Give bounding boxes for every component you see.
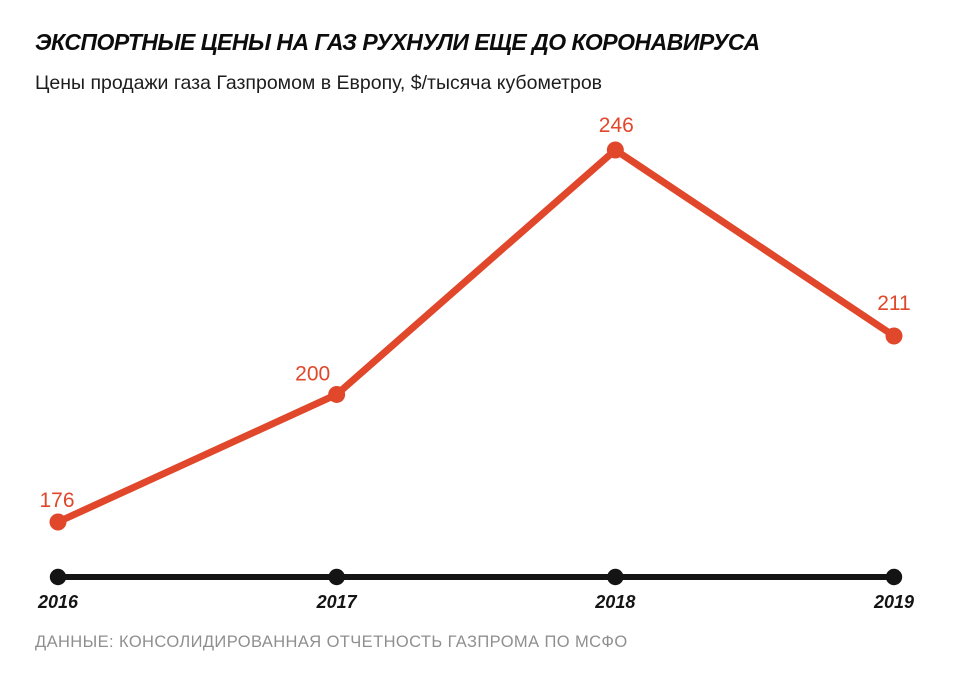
data-line bbox=[56, 146, 896, 526]
data-point bbox=[885, 327, 903, 345]
data-point bbox=[49, 513, 67, 531]
axis-dot bbox=[49, 568, 67, 586]
axis-dot bbox=[607, 568, 624, 586]
year-label: 2016 bbox=[37, 592, 79, 612]
chart-title: ЭКСПОРТНЫЕ ЦЕНЫ НА ГАЗ РУХНУЛИ ЕЩЕ ДО КО… bbox=[35, 29, 760, 55]
chart-subtitle: Цены продажи газа Газпромом в Европу, $/… bbox=[35, 72, 603, 94]
value-label: 176 bbox=[39, 489, 74, 512]
year-label: 2019 bbox=[873, 592, 914, 612]
year-label: 2018 bbox=[594, 592, 635, 612]
axis-dot bbox=[328, 568, 345, 586]
data-point bbox=[328, 385, 346, 403]
value-label: 211 bbox=[877, 292, 910, 315]
value-label: 246 bbox=[599, 114, 634, 137]
axis-dot bbox=[885, 568, 903, 586]
source-note: ДАННЫЕ: КОНСОЛИДИРОВАННАЯ ОТЧЕТНОСТЬ ГАЗ… bbox=[35, 633, 628, 651]
value-label: 200 bbox=[295, 362, 330, 385]
year-label: 2017 bbox=[316, 592, 358, 612]
data-point bbox=[606, 141, 624, 159]
